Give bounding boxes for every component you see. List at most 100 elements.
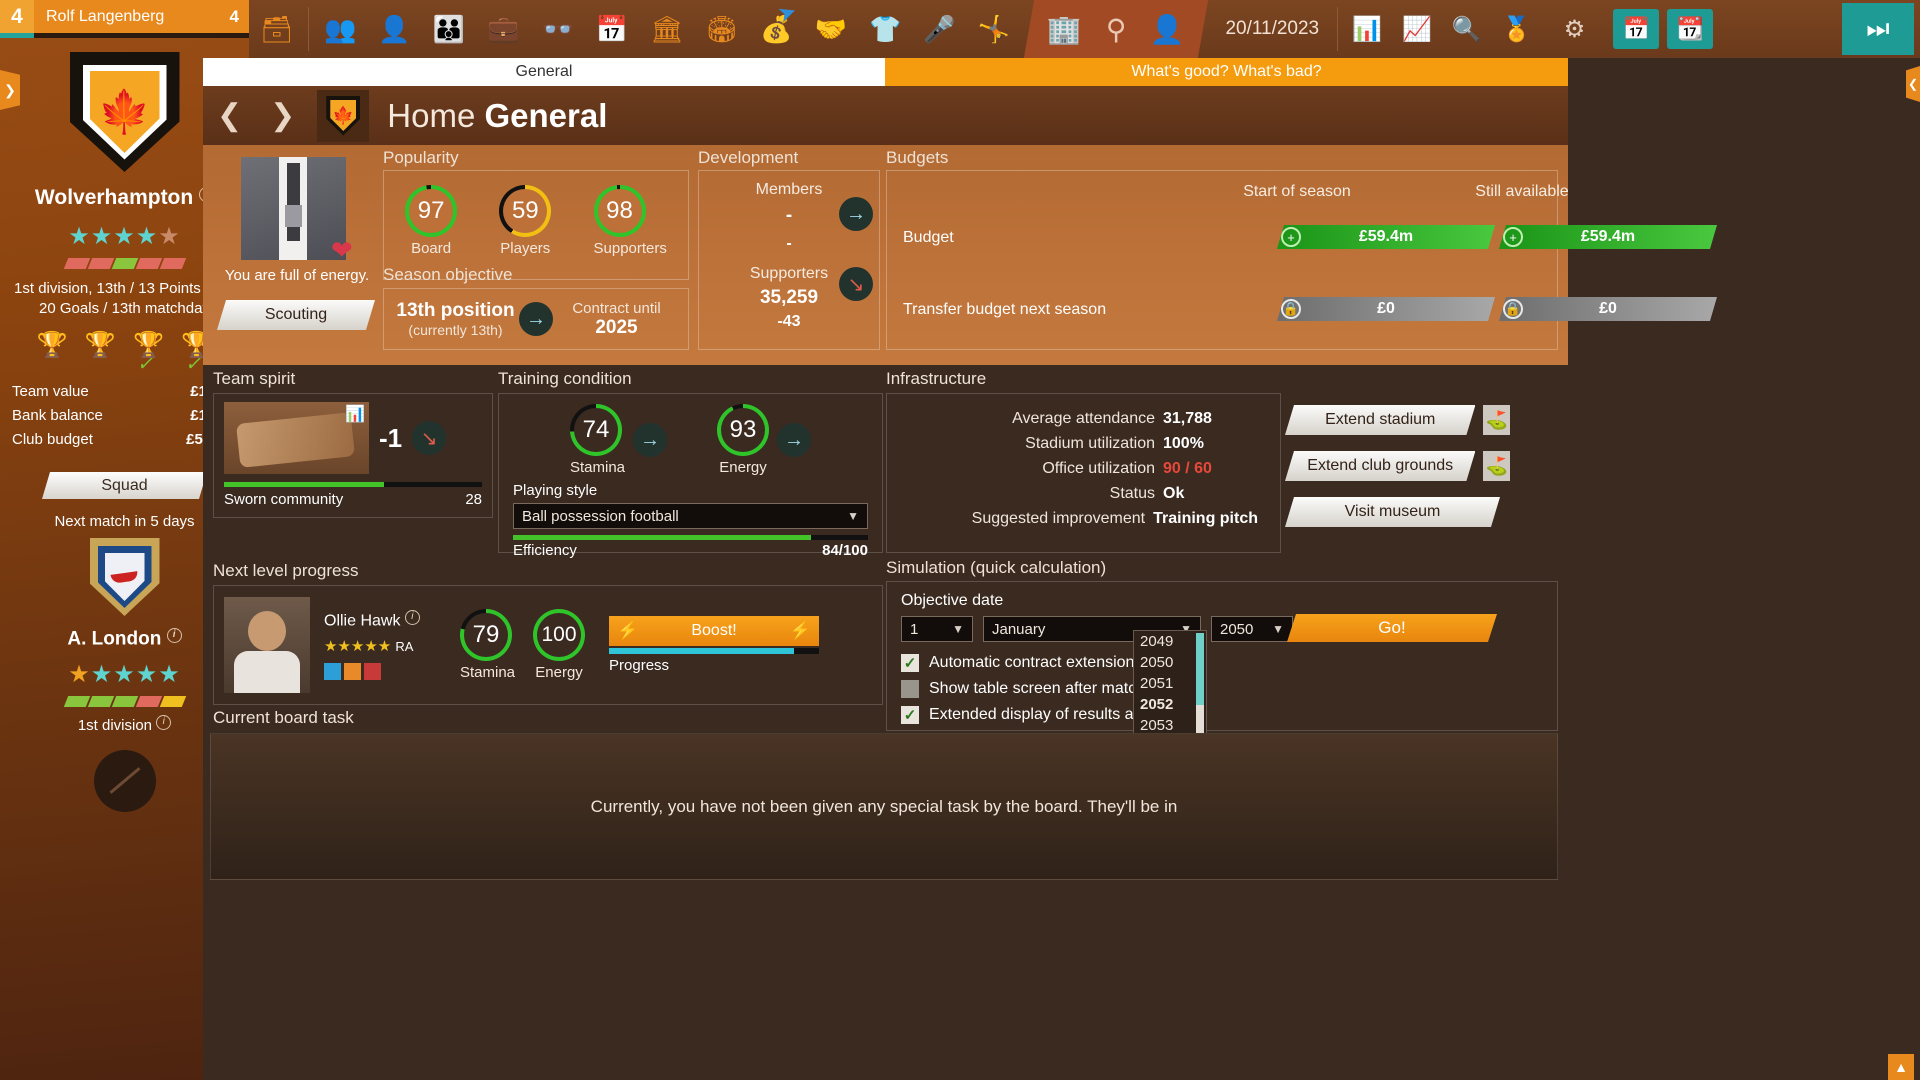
page-club-crest: 🍁 bbox=[317, 89, 370, 142]
scouting-binoculars-icon[interactable]: 👓 bbox=[541, 14, 574, 44]
calendar-31-icon[interactable]: 📅 bbox=[595, 14, 629, 44]
squad-button[interactable]: Squad bbox=[42, 472, 207, 499]
supporters-label: Supporters bbox=[749, 265, 829, 282]
player-profile-icon[interactable]: 👪 bbox=[432, 14, 466, 44]
extend-stadium-button[interactable]: Extend stadium bbox=[1285, 405, 1475, 435]
checkbox-row[interactable]: Show table screen after matches bbox=[901, 680, 1543, 698]
fast-forward-icon[interactable]: ⏭ bbox=[1842, 3, 1914, 55]
info-icon[interactable]: i bbox=[156, 715, 172, 731]
plus-circle-icon[interactable]: + bbox=[1281, 227, 1301, 247]
checkbox-unchecked-icon[interactable] bbox=[901, 680, 919, 698]
chevron-right-icon[interactable]: ❯ bbox=[270, 99, 296, 132]
checkbox-row[interactable]: ✓ Extended display of results and tables bbox=[901, 706, 1543, 724]
year-option-selected[interactable]: 2052 bbox=[1140, 696, 1174, 713]
scouting-button[interactable]: Scouting bbox=[217, 300, 375, 330]
toolbar-highlight-group: 🏢 ⚲ 👤 bbox=[1024, 0, 1209, 58]
team-squad-icon[interactable]: 👥 bbox=[324, 14, 357, 44]
checkbox-checked-icon[interactable]: ✓ bbox=[901, 706, 919, 724]
club-building-icon[interactable]: 🏢 bbox=[1047, 13, 1083, 45]
year-option[interactable]: 2050 bbox=[1140, 654, 1174, 671]
playing-style-dropdown[interactable]: Ball possession football ▼ bbox=[513, 503, 868, 529]
finances-stack-icon[interactable]: 💰 bbox=[760, 14, 793, 44]
bar-chart-icon[interactable]: 📊 bbox=[345, 406, 365, 423]
year-option[interactable]: 2053 bbox=[1140, 717, 1174, 734]
statistics-chart-icon[interactable]: 📈 bbox=[1402, 15, 1432, 43]
board-task-text: Currently, you have not been given any s… bbox=[590, 796, 1178, 816]
top-stats-row: ❤ You are full of energy. Scouting Popul… bbox=[203, 145, 1568, 365]
opponent-rating-stars: ★★★★★ bbox=[68, 661, 181, 689]
sidebar-expand-tab[interactable]: ❯ bbox=[0, 70, 20, 110]
sponsor-podium-icon[interactable]: 🎤 bbox=[923, 14, 956, 44]
club-rating-stars: ★★★★★ bbox=[68, 223, 181, 250]
checkbox-checked-icon[interactable]: ✓ bbox=[901, 654, 919, 672]
chevron-down-icon: ▼ bbox=[847, 509, 859, 523]
calendar-week-icon[interactable]: 📅 bbox=[1613, 9, 1660, 49]
progress-label: Progress bbox=[609, 657, 670, 674]
transfer-bar-available[interactable]: 🔒 £0 bbox=[1499, 297, 1717, 321]
energy-arrow-right-icon[interactable]: → bbox=[777, 423, 812, 457]
right-panel-expand-tab[interactable]: ❮ bbox=[1906, 66, 1920, 102]
visit-museum-button[interactable]: Visit museum bbox=[1285, 497, 1500, 527]
year-option[interactable]: 2051 bbox=[1140, 675, 1174, 692]
chevron-left-icon[interactable]: ❮ bbox=[217, 99, 243, 132]
reserve-squad-icon[interactable]: 👤 bbox=[378, 14, 411, 44]
year-list-scroll-thumb[interactable] bbox=[1196, 705, 1204, 749]
calendar-month-icon[interactable]: 📆 bbox=[1667, 9, 1714, 49]
medical-kit-icon[interactable]: 💼 bbox=[487, 14, 520, 44]
budget-bar-available[interactable]: + £59.4m bbox=[1499, 225, 1717, 249]
extend-club-grounds-button[interactable]: Extend club grounds bbox=[1285, 451, 1475, 481]
info-icon[interactable]: i bbox=[166, 628, 182, 643]
fan-celebration-icon[interactable]: 🤸 bbox=[977, 14, 1011, 44]
budget-col-start: Start of season bbox=[1243, 183, 1351, 200]
stamina-arrow-right-icon[interactable]: → bbox=[633, 423, 668, 457]
chevron-down-icon: ▼ bbox=[1272, 622, 1284, 636]
tactics-icon[interactable]: ⚲ bbox=[1106, 13, 1127, 45]
tab-general[interactable]: General bbox=[203, 58, 885, 86]
day-dropdown[interactable]: 1 ▼ bbox=[901, 616, 973, 642]
office-desk-icon[interactable]: 🗃 bbox=[260, 14, 294, 44]
settings-gear-icon[interactable]: ⚙ bbox=[1563, 15, 1586, 43]
player-stars: ★★★★★ RA bbox=[324, 637, 414, 655]
lock-icon: 🔒 bbox=[1281, 299, 1301, 319]
transfer-bar-start[interactable]: 🔒 £0 bbox=[1277, 297, 1495, 321]
league-standing-text: 1st division, 13th / 13 Points / 15-20 G… bbox=[14, 280, 235, 317]
medal-icon[interactable]: 🏅 bbox=[1501, 15, 1532, 43]
budget-row-label: Transfer budget next season bbox=[903, 301, 1107, 318]
training-panel: 74 Stamina → 93 Energy → Playing style bbox=[498, 393, 883, 559]
person-icon[interactable]: 👤 bbox=[1150, 13, 1186, 45]
team-spirit-title: Team spirit bbox=[213, 369, 296, 388]
divider bbox=[308, 7, 310, 51]
year-dropdown[interactable]: 2050 ▼ bbox=[1211, 616, 1293, 642]
bottom-content-row: Team spirit 📊 -1 ↘ Sworn community 28 Ne… bbox=[203, 365, 1568, 1080]
checkbox-row[interactable]: ✓ Automatic contract extensions bbox=[901, 654, 1543, 672]
info-icon[interactable]: i bbox=[404, 610, 420, 626]
budgets-panel: Start of season Still available Budget +… bbox=[886, 170, 1558, 350]
year-list-scrollbar[interactable] bbox=[1196, 633, 1204, 705]
presentation-icon[interactable]: 📊 bbox=[1352, 15, 1383, 43]
team-spirit-status: Sworn community bbox=[224, 491, 344, 508]
go-button[interactable]: Go! bbox=[1287, 614, 1497, 642]
stadium-icon[interactable]: 🏟 bbox=[705, 14, 739, 44]
plus-circle-icon[interactable]: + bbox=[1503, 227, 1523, 247]
opponent-name: A. London bbox=[67, 628, 162, 650]
objective-arrow-right-icon[interactable]: → bbox=[519, 302, 553, 336]
manager-photo bbox=[241, 157, 346, 260]
search-icon[interactable]: 🔍 bbox=[1451, 15, 1482, 43]
members-arrow-right-icon[interactable]: → bbox=[839, 197, 873, 231]
press-conference-icon[interactable]: 🏛 bbox=[650, 14, 684, 44]
boost-button[interactable]: ⚡ Boost! ⚡ bbox=[609, 616, 820, 646]
next-level-title: Next level progress bbox=[213, 561, 359, 580]
grounds-small-icon[interactable]: ⛳ bbox=[1483, 451, 1510, 481]
lock-icon: 🔒 bbox=[1503, 299, 1523, 319]
objective-position: 13th position bbox=[396, 300, 515, 321]
notification-badge[interactable]: ▲ bbox=[1888, 1054, 1914, 1080]
kit-shirt-icon[interactable]: 👕 bbox=[869, 14, 902, 44]
simulation-panel: Objective date 1 ▼ January ▼ 2050 ▼ ✓ Autom… bbox=[886, 581, 1558, 731]
transfer-hand-icon[interactable]: 🤝 bbox=[814, 14, 848, 44]
stadium-small-icon[interactable]: ⛳ bbox=[1483, 405, 1510, 435]
year-option[interactable]: 2049 bbox=[1140, 633, 1174, 650]
budget-bar-start[interactable]: + £59.4m bbox=[1277, 225, 1495, 249]
team-spirit-arrow-down-icon[interactable]: ↘ bbox=[412, 421, 447, 455]
supporters-arrow-down-icon[interactable]: ↘ bbox=[839, 267, 873, 301]
tab-whats-good-bad[interactable]: What's good? What's bad? bbox=[885, 58, 1568, 86]
